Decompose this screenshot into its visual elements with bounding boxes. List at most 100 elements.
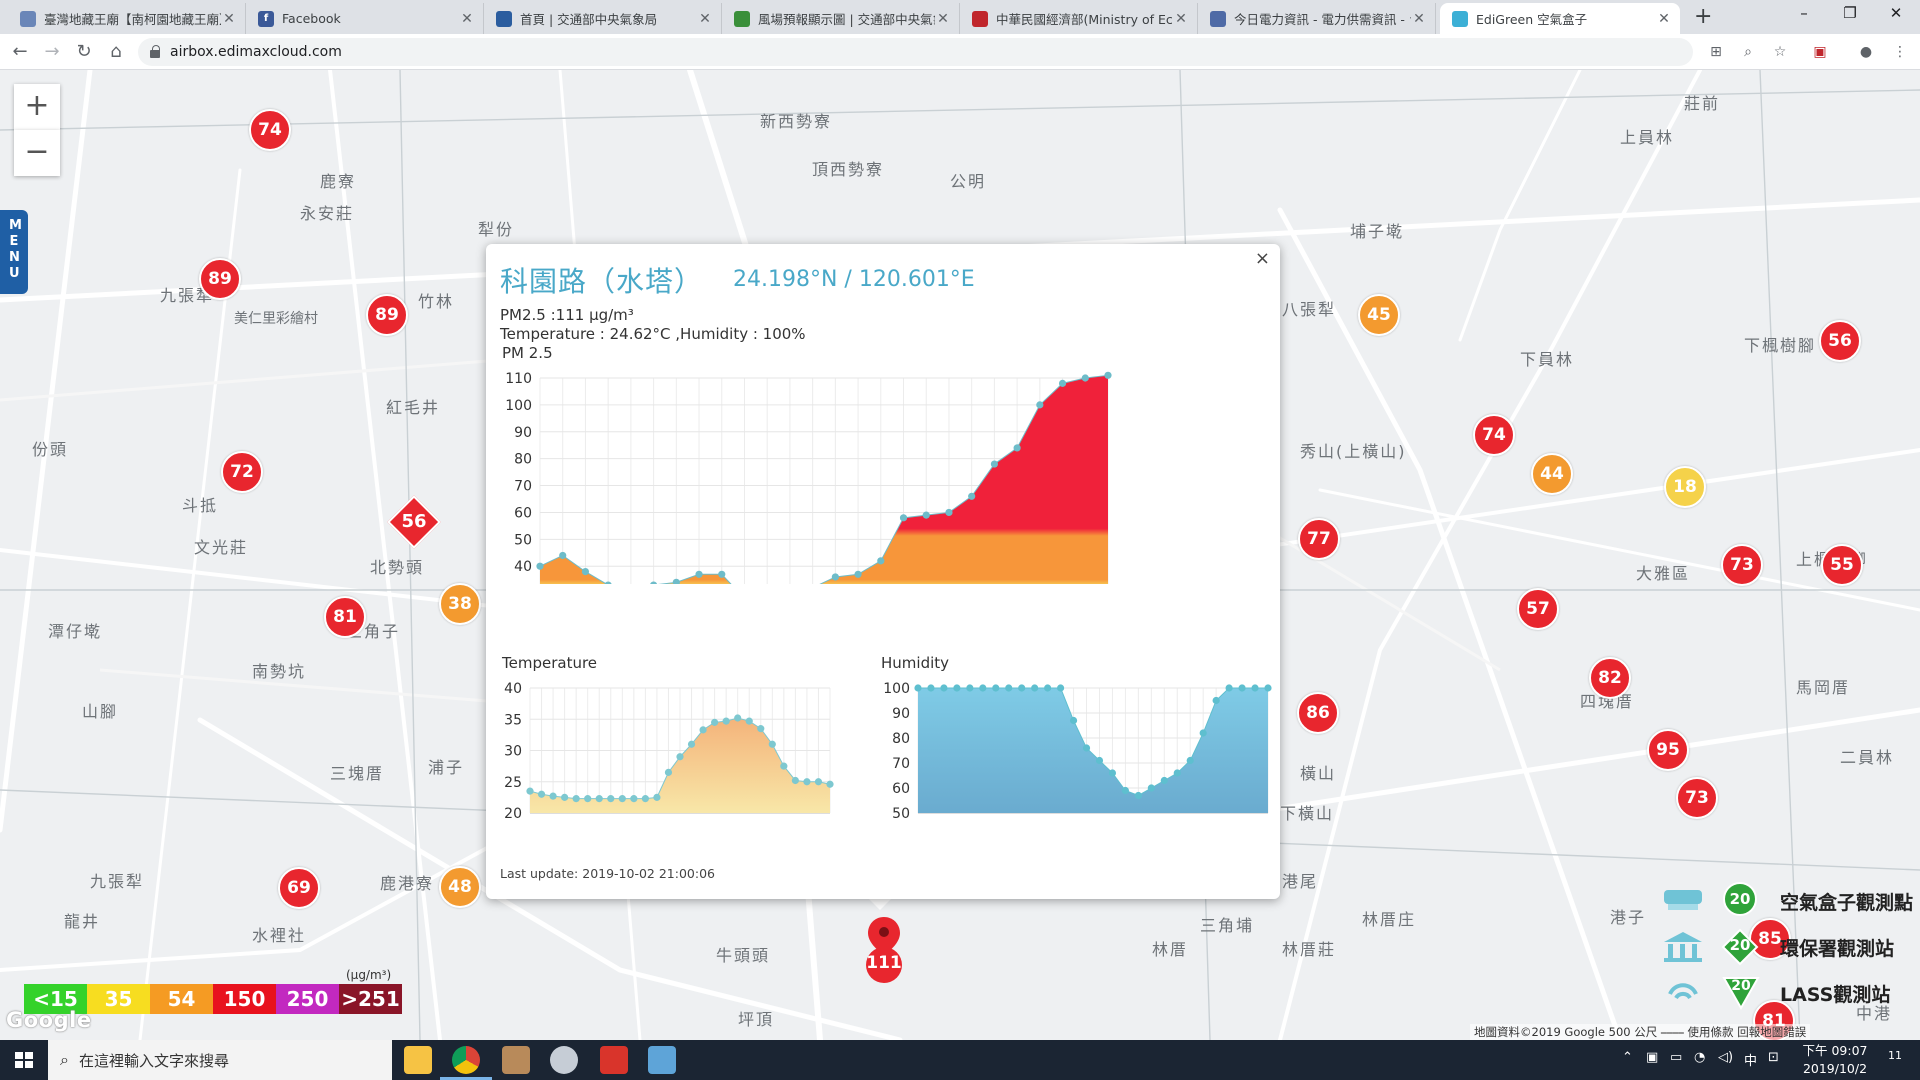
window-close-icon[interactable]: ✕: [1889, 4, 1903, 22]
keyboard-icon[interactable]: ⊡: [1768, 1050, 1779, 1065]
tab-7-active[interactable]: EdiGreen 空氣盒子 ✕: [1440, 3, 1680, 34]
tab-close-icon[interactable]: ✕: [461, 10, 473, 27]
zoom-in-button[interactable]: +: [14, 84, 60, 130]
file-explorer-icon[interactable]: [404, 1046, 432, 1074]
tab-close-icon[interactable]: ✕: [1658, 10, 1670, 27]
aqi-marker[interactable]: 74: [1473, 414, 1515, 456]
data-point: [1044, 684, 1052, 692]
translate-icon[interactable]: ⊞: [1710, 44, 1722, 60]
tab-2[interactable]: f Facebook ✕: [246, 3, 484, 34]
home-icon[interactable]: ⌂: [110, 41, 122, 62]
aqi-marker[interactable]: 86: [1297, 692, 1339, 734]
place-label: 公明: [950, 172, 987, 191]
aqi-marker[interactable]: 82: [1589, 657, 1631, 699]
aqi-marker[interactable]: 89: [199, 258, 241, 300]
station-label: 環保署觀測站: [1780, 938, 1895, 960]
address-bar[interactable]: airbox.edimaxcloud.com: [138, 38, 1693, 66]
ime-indicator[interactable]: 中: [1744, 1054, 1758, 1069]
profile-icon[interactable]: ●: [1859, 44, 1873, 60]
humidity-chart: 50 60 70 80 90 100: [883, 681, 1272, 822]
aqi-marker[interactable]: 72: [221, 451, 263, 493]
minimize-icon[interactable]: –: [1800, 4, 1808, 22]
menu-tab[interactable]: MENU: [0, 210, 28, 294]
place-label: 中港: [1856, 1004, 1893, 1023]
tab-close-icon[interactable]: ✕: [1175, 10, 1187, 27]
data-point: [537, 790, 546, 798]
tab-close-icon[interactable]: ✕: [1413, 10, 1425, 27]
tray-network-icon[interactable]: ◔: [1694, 1050, 1706, 1065]
tab-5[interactable]: 中華民國經濟部(Ministry of Eco ✕: [960, 3, 1198, 34]
new-tab-icon[interactable]: +: [1694, 4, 1713, 29]
aqi-marker[interactable]: 55: [1821, 544, 1863, 586]
aqi-marker[interactable]: 48: [439, 866, 481, 908]
tab-close-icon[interactable]: ✕: [699, 10, 711, 27]
y-tick-label: 50: [514, 532, 532, 548]
tab-close-icon[interactable]: ✕: [223, 10, 235, 27]
taskbar-clock[interactable]: 下午 09:07 2019/10/2: [1780, 1042, 1890, 1078]
place-label: 港子: [1610, 908, 1647, 927]
aqi-marker[interactable]: 77: [1298, 518, 1340, 560]
data-point: [814, 778, 823, 786]
data-point: [676, 753, 684, 761]
back-icon[interactable]: ←: [12, 41, 28, 62]
bookmark-star-icon[interactable]: ☆: [1773, 44, 1787, 60]
data-point: [768, 740, 776, 748]
place-label: 鹿港寮: [380, 874, 435, 893]
tray-battery-icon[interactable]: ▭: [1670, 1050, 1683, 1065]
aqi-marker[interactable]: 81: [324, 596, 366, 638]
popup-close-button[interactable]: ×: [1254, 248, 1270, 269]
aqi-marker[interactable]: 73: [1676, 777, 1718, 819]
data-point: [1031, 684, 1039, 692]
tab-4[interactable]: 風場預報顯示圖 | 交通部中央氣象 ✕: [722, 3, 960, 34]
aqi-marker[interactable]: 69: [278, 867, 320, 909]
tab-3[interactable]: 首頁 | 交通部中央氣象局 ✕: [484, 3, 722, 34]
aqi-marker[interactable]: 18: [1664, 466, 1706, 508]
tab-close-icon[interactable]: ✕: [937, 10, 949, 27]
tray-security-icon[interactable]: ▣: [1646, 1050, 1659, 1065]
data-point: [695, 570, 703, 578]
data-point: [1186, 756, 1194, 765]
station-count-badge: 20: [1729, 936, 1751, 954]
app-icon[interactable]: [550, 1046, 578, 1074]
more-menu-icon[interactable]: ⋮: [1893, 44, 1907, 60]
url-text: airbox.edimaxcloud.com: [170, 44, 342, 60]
aqi-marker[interactable]: 57: [1517, 588, 1559, 630]
restore-icon[interactable]: ❐: [1843, 4, 1857, 22]
page-favicon-icon: [1452, 10, 1468, 27]
notification-icon[interactable]: 11: [1888, 1048, 1902, 1063]
chrome-icon[interactable]: [452, 1046, 480, 1074]
aqi-marker[interactable]: 56: [1819, 320, 1861, 362]
selected-station-pin[interactable]: [865, 915, 903, 985]
aqi-marker[interactable]: 44: [1531, 453, 1573, 495]
taskbar-search-input[interactable]: ⌕ 在這裡輸入文字來搜尋: [48, 1040, 392, 1080]
tab-1[interactable]: 臺灣地藏王廟【南柯園地藏王廟】 ✕: [8, 3, 246, 34]
forward-icon[interactable]: →: [44, 41, 60, 62]
zoom-out-button[interactable]: −: [14, 130, 60, 176]
place-label: 八張犁: [1282, 300, 1337, 319]
extension-icon[interactable]: ▣: [1813, 44, 1827, 60]
zoom-icon[interactable]: ⌕: [1744, 44, 1752, 60]
browser-toolbar: ← → ↻ ⌂ airbox.edimaxcloud.com ⊞ ⌕ ☆ ▣ ●…: [0, 34, 1920, 70]
tab-6[interactable]: 今日電力資訊 - 電力供需資訊 - 台 ✕: [1198, 3, 1436, 34]
data-point: [803, 778, 811, 786]
aqi-marker[interactable]: 45: [1358, 294, 1400, 336]
app-icon[interactable]: [648, 1046, 676, 1074]
aqi-marker[interactable]: 38: [439, 583, 481, 625]
page-favicon-icon: [734, 10, 750, 27]
data-point: [914, 684, 922, 692]
app-icon[interactable]: [600, 1046, 628, 1074]
aqi-marker[interactable]: 95: [1647, 729, 1689, 771]
aqi-marker[interactable]: 73: [1721, 544, 1763, 586]
reload-icon[interactable]: ↻: [76, 41, 92, 62]
aqi-marker[interactable]: 89: [366, 294, 408, 336]
data-point: [664, 768, 673, 776]
facebook-icon: f: [258, 10, 274, 27]
data-point: [1005, 684, 1013, 692]
tray-overflow-icon[interactable]: ⌃: [1622, 1050, 1633, 1065]
aqi-marker[interactable]: 74: [249, 109, 291, 151]
legend-item: 250: [276, 984, 339, 1014]
data-point: [572, 795, 580, 803]
tray-volume-icon[interactable]: ◁): [1718, 1050, 1734, 1065]
app-icon[interactable]: [502, 1046, 530, 1074]
windows-start-icon[interactable]: [0, 1040, 48, 1080]
